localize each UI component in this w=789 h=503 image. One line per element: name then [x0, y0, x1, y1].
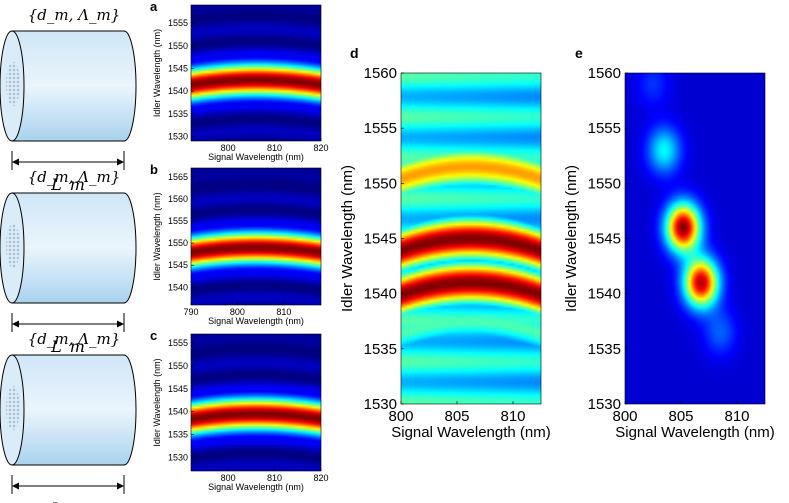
- fiber-body: [11, 192, 137, 304]
- heatmap-image: [191, 168, 321, 305]
- x-tick-label: 805: [444, 408, 469, 425]
- y-tick-label: 1530: [364, 396, 397, 413]
- panel-label: c: [150, 328, 157, 343]
- arrow-head-right-icon: [117, 482, 124, 490]
- y-tick-label: 1560: [168, 194, 188, 204]
- y-tick-label: 1555: [588, 120, 621, 137]
- heatmap-image: [625, 73, 765, 404]
- fiber-illustration: {d_m, Λ_m}L_m: [0, 6, 137, 194]
- y-axis-label: Idler Wavelength (nm): [339, 165, 356, 312]
- y-tick-label: 1545: [588, 231, 621, 248]
- y-tick-label: 1555: [364, 120, 397, 137]
- heatmap-image: [191, 334, 321, 471]
- y-tick-label: 1535: [168, 109, 188, 119]
- plot-frame: [190, 333, 322, 472]
- panel-a: 800 810 820 1530 1535 1540 1545 1550 1555 Signal …: [150, 0, 329, 162]
- panel-e: 800 805 810 1530 1535 1540 1545 1550 1555 1560 Sig…: [563, 45, 775, 441]
- x-axis-label: Signal Wavelength (nm): [615, 424, 775, 441]
- x-tick-label: 805: [668, 408, 693, 425]
- x-tick-label: 810: [276, 307, 291, 317]
- y-axis-label: Idler Wavelength (nm): [152, 358, 162, 446]
- panel-c: 800 810 820 1530 1535 1540 1545 1550 1555 Signal …: [150, 328, 329, 492]
- y-tick-label: 1535: [364, 341, 397, 358]
- y-tick-label: 1550: [588, 175, 621, 192]
- x-tick-label: 810: [500, 408, 525, 425]
- y-tick-label: 1530: [588, 396, 621, 413]
- arrow-head-left-icon: [12, 158, 19, 166]
- y-tick-label: 1555: [168, 338, 188, 348]
- hole-lattice-pattern: [6, 224, 20, 268]
- panel-label: d: [350, 45, 359, 61]
- x-axis-label: Signal Wavelength (nm): [391, 424, 551, 441]
- x-tick-label: 810: [267, 473, 282, 483]
- x-tick-label: 800: [388, 408, 413, 425]
- arrow-head-right-icon: [117, 158, 124, 166]
- y-tick-label: 1530: [168, 452, 188, 462]
- y-axis-label: Idler Wavelength (nm): [152, 192, 162, 280]
- y-axis-label: Idler Wavelength (nm): [152, 29, 162, 117]
- fiber-length-label: L_m: [50, 499, 85, 503]
- fiber-body: [11, 30, 137, 142]
- x-axis-label: Signal Wavelength (nm): [208, 152, 304, 162]
- hole-lattice-pattern: [6, 62, 20, 106]
- plot-frame: [190, 167, 322, 306]
- fiber-param-label: {d_m, Λ_m}: [28, 6, 121, 24]
- y-tick-label: 1550: [168, 361, 188, 371]
- heatmap-image: [401, 73, 541, 404]
- x-tick-label: 790: [183, 307, 198, 317]
- x-tick-label: 800: [230, 307, 245, 317]
- fiber-illustration: {d_m, Λ_m}L_m: [0, 330, 137, 503]
- y-tick-label: 1540: [588, 286, 621, 303]
- panel-label: a: [150, 0, 158, 14]
- y-tick-label: 1535: [588, 341, 621, 358]
- x-tick-label: 820: [313, 473, 328, 483]
- fiber-param-label: {d_m, Λ_m}: [28, 330, 121, 348]
- panel-b: 790 800 810 1540 1545 1550 1555 1560 1565 Signal …: [150, 162, 322, 326]
- y-tick-label: 1545: [168, 260, 188, 270]
- y-tick-label: 1545: [364, 231, 397, 248]
- y-tick-label: 1545: [168, 384, 188, 394]
- y-axis-label: Idler Wavelength (nm): [563, 165, 580, 312]
- y-tick-label: 1540: [168, 407, 188, 417]
- y-tick-label: 1540: [168, 282, 188, 292]
- x-tick-label: 800: [612, 408, 637, 425]
- y-tick-label: 1565: [168, 172, 188, 182]
- x-axis-label: Signal Wavelength (nm): [208, 316, 304, 326]
- arrow-head-left-icon: [12, 320, 19, 328]
- fiber-body: [11, 354, 137, 466]
- y-tick-label: 1560: [588, 65, 621, 82]
- fiber-illustration: {d_m, Λ_m}L_m: [0, 168, 137, 356]
- y-tick-label: 1540: [168, 86, 188, 96]
- arrow-head-left-icon: [12, 482, 19, 490]
- x-tick-label: 810: [267, 143, 282, 153]
- y-tick-label: 1535: [168, 429, 188, 439]
- fiber-length-label: L_m: [50, 337, 85, 356]
- arrow-head-right-icon: [117, 320, 124, 328]
- x-tick-label: 800: [221, 143, 236, 153]
- hole-lattice-pattern: [6, 386, 20, 430]
- fiber-param-label: {d_m, Λ_m}: [28, 168, 121, 186]
- y-tick-label: 1545: [168, 63, 188, 73]
- plot-frame: [190, 4, 322, 142]
- y-tick-label: 1550: [168, 41, 188, 51]
- panel-d: 800 805 810 1530 1535 1540 1545 1550 1555 1560 Sig…: [339, 45, 551, 441]
- y-tick-label: 1530: [168, 131, 188, 141]
- panel-label: e: [575, 45, 583, 61]
- fiber-length-label: L_m: [50, 175, 85, 194]
- y-tick-label: 1550: [168, 238, 188, 248]
- heatmap-image: [191, 5, 321, 141]
- x-tick-label: 820: [313, 143, 328, 153]
- x-axis-label: Signal Wavelength (nm): [208, 482, 304, 492]
- y-tick-label: 1555: [168, 216, 188, 226]
- x-tick-label: 810: [724, 408, 749, 425]
- y-tick-label: 1555: [168, 18, 188, 28]
- y-tick-label: 1560: [364, 65, 397, 82]
- panel-label: b: [150, 162, 158, 177]
- y-tick-label: 1540: [364, 286, 397, 303]
- x-tick-label: 800: [221, 473, 236, 483]
- y-tick-label: 1550: [364, 175, 397, 192]
